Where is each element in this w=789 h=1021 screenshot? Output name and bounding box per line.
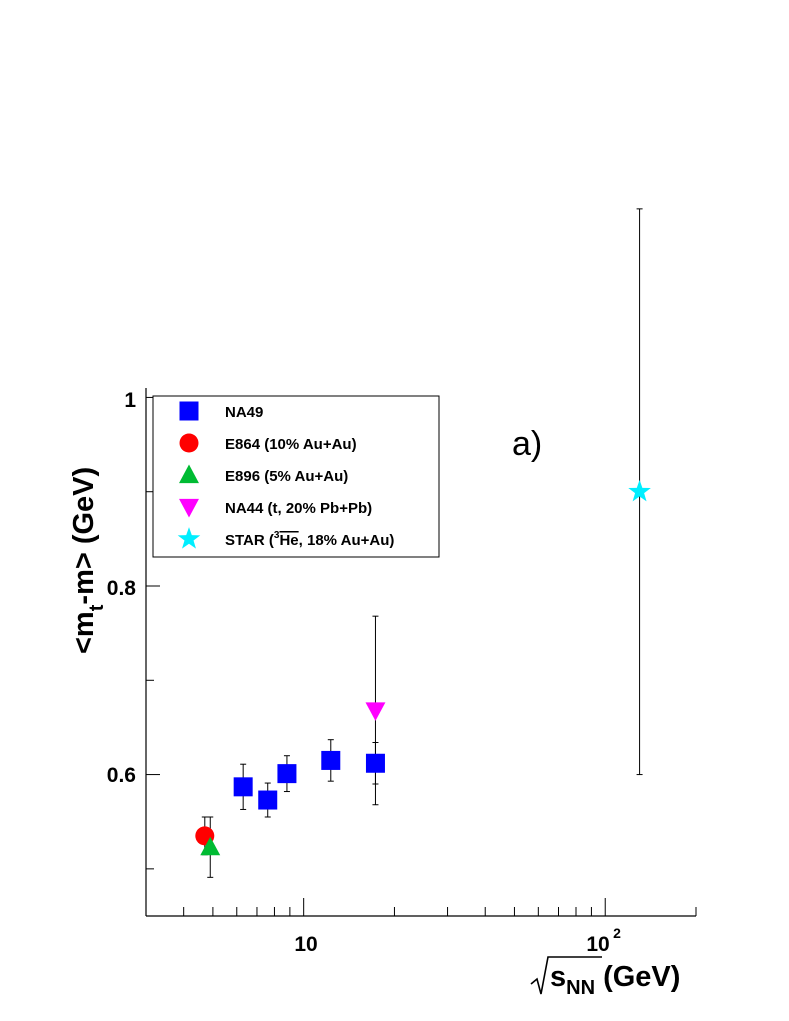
svg-text:10: 10 [586,933,609,956]
y-axis-title: <mt-m> (GeV) [68,467,108,654]
y-tick-label-1: 1 [124,389,136,412]
legend-marker-1 [179,433,199,453]
panel-label: a) [512,425,542,463]
legend: NA49 E864 (10% Au+Au) E896 (5% Au+Au) NA… [152,395,440,558]
legend-label-na44: NA44 (t, 20% Pb+Pb) [225,500,372,517]
legend-marker-2 [179,464,199,484]
data-point-4-0 [628,479,651,502]
sqrt-sign-icon [530,956,602,995]
data-point-0-3 [321,750,341,770]
x-tick-label-10: 10 [294,933,317,956]
legend-label-star: STAR (3He, 18% Au+Au) [225,530,394,549]
svg-text:sNN (GeV): sNN (GeV) [550,961,680,999]
legend-markers [177,401,201,549]
data-point-0-2 [277,764,297,784]
legend-label-na49: NA49 [225,404,263,421]
data-layer [195,208,651,878]
x-axis-title: sNN (GeV) [530,956,680,999]
data-point-3-0 [365,702,386,721]
legend-label-e864: E864 (10% Au+Au) [225,436,357,453]
data-point-0-0 [233,777,253,797]
legend-box [152,395,440,558]
data-point-0-4 [365,753,385,773]
legend-marker-4 [177,527,201,549]
x-tick-label-100: 10 2 [586,925,621,956]
y-tick-label-0.6: 0.6 [107,764,136,787]
axis-ticks [145,396,697,916]
legend-marker-0 [179,401,199,421]
y-tick-label-0.8: 0.8 [107,577,137,600]
legend-marker-3 [179,498,199,518]
legend-label-e896: E896 (5% Au+Au) [225,468,348,485]
data-point-0-1 [258,790,278,810]
svg-text:2: 2 [613,925,621,941]
data-point-2-0 [200,836,221,856]
